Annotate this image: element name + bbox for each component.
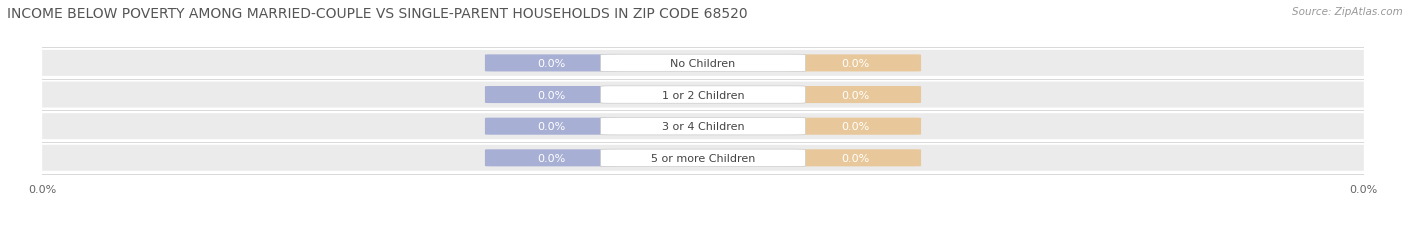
FancyBboxPatch shape [789, 55, 921, 72]
Text: Source: ZipAtlas.com: Source: ZipAtlas.com [1292, 7, 1403, 17]
FancyBboxPatch shape [600, 118, 806, 135]
Text: 5 or more Children: 5 or more Children [651, 153, 755, 163]
Text: 1 or 2 Children: 1 or 2 Children [662, 90, 744, 100]
FancyBboxPatch shape [789, 87, 921, 104]
FancyBboxPatch shape [789, 150, 921, 167]
Text: 0.0%: 0.0% [537, 153, 565, 163]
FancyBboxPatch shape [485, 87, 617, 104]
Text: 0.0%: 0.0% [841, 153, 869, 163]
Text: 0.0%: 0.0% [537, 90, 565, 100]
Text: 0.0%: 0.0% [841, 59, 869, 69]
FancyBboxPatch shape [485, 150, 617, 167]
Text: 0.0%: 0.0% [841, 90, 869, 100]
FancyBboxPatch shape [600, 55, 806, 72]
FancyBboxPatch shape [42, 82, 1364, 108]
Text: 0.0%: 0.0% [537, 122, 565, 132]
Text: 0.0%: 0.0% [537, 59, 565, 69]
FancyBboxPatch shape [42, 51, 1364, 76]
FancyBboxPatch shape [789, 118, 921, 135]
FancyBboxPatch shape [42, 114, 1364, 140]
Text: No Children: No Children [671, 59, 735, 69]
Text: 3 or 4 Children: 3 or 4 Children [662, 122, 744, 132]
FancyBboxPatch shape [485, 55, 617, 72]
FancyBboxPatch shape [600, 86, 806, 104]
Text: 0.0%: 0.0% [841, 122, 869, 132]
Text: INCOME BELOW POVERTY AMONG MARRIED-COUPLE VS SINGLE-PARENT HOUSEHOLDS IN ZIP COD: INCOME BELOW POVERTY AMONG MARRIED-COUPL… [7, 7, 748, 21]
FancyBboxPatch shape [485, 118, 617, 135]
FancyBboxPatch shape [42, 145, 1364, 171]
FancyBboxPatch shape [600, 149, 806, 167]
